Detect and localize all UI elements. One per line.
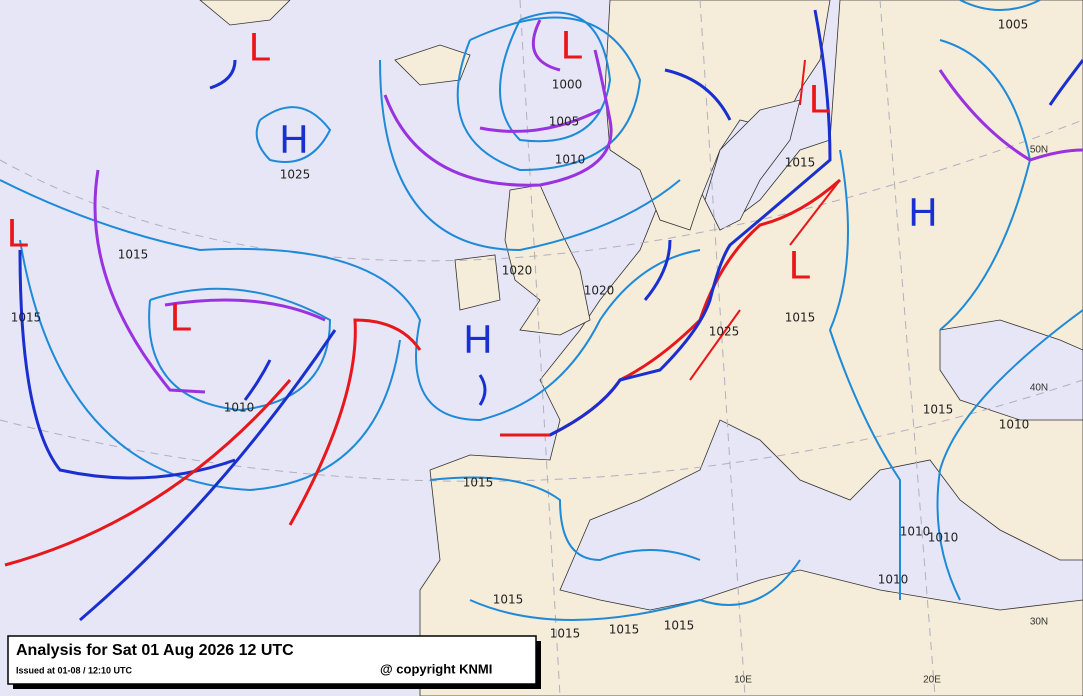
isobar-label: 1015 [785, 311, 816, 325]
isobar-label: 1020 [502, 264, 533, 278]
high-center: H [909, 191, 938, 235]
pressure-centers: L L H L L H L L H [7, 24, 938, 362]
fronts [4, 9, 1083, 622]
footer-title: Analysis for Sat 01 Aug 2026 12 UTC [16, 642, 294, 659]
graticule-label: 10E [734, 675, 752, 686]
graticule-label: 40N [1030, 383, 1048, 394]
isobar-label: 1010 [555, 153, 586, 167]
isobar-label: 1025 [709, 325, 740, 339]
isobar-label: 1005 [549, 115, 580, 129]
low-center: L [170, 296, 192, 340]
footer-issued: Issued at 01-08 / 12:10 UTC [16, 665, 133, 675]
isobar-label: 1000 [552, 78, 583, 92]
isobars [0, 0, 1083, 621]
isobar-label: 1010 [224, 401, 255, 415]
footer: Analysis for Sat 01 Aug 2026 12 UTC Issu… [7, 635, 541, 689]
isobar-label: 1015 [923, 403, 954, 417]
graticule-labels: 50N 40N 30N 10E 20E [734, 145, 1048, 686]
isobar-label: 1025 [280, 168, 311, 182]
isobar-label: 1015 [493, 593, 524, 607]
high-center: H [464, 318, 493, 362]
low-center: L [7, 212, 29, 256]
isobar-label: 1015 [664, 619, 695, 633]
low-center: L [249, 26, 271, 70]
low-center: L [561, 24, 583, 68]
high-center: H [280, 118, 309, 162]
graticule-label: 20E [923, 675, 941, 686]
isobar-label: 1020 [584, 284, 615, 298]
isobar-label: 1010 [900, 525, 931, 539]
isobar-label: 1015 [118, 248, 149, 262]
graticule-label: 50N [1030, 145, 1048, 156]
isobar-label: 1015 [785, 156, 816, 170]
graticule-label: 30N [1030, 617, 1048, 628]
isobar-label: 1015 [609, 623, 640, 637]
isobar-label: 1015 [550, 627, 581, 641]
isobar-label: 1010 [928, 531, 959, 545]
isobar-labels: 1000 1005 1010 1025 1015 1015 1010 1020 … [11, 18, 1030, 641]
isobar-label: 1010 [878, 573, 909, 587]
footer-copyright: @ copyright KNMI [380, 661, 492, 676]
low-center: L [809, 78, 831, 122]
isobar-label: 1005 [998, 18, 1029, 32]
low-center: L [789, 244, 811, 288]
isobar-label: 1015 [463, 476, 494, 490]
footer-box [7, 635, 537, 685]
isobar-label: 1015 [11, 311, 42, 325]
isobar-label: 1010 [999, 418, 1030, 432]
